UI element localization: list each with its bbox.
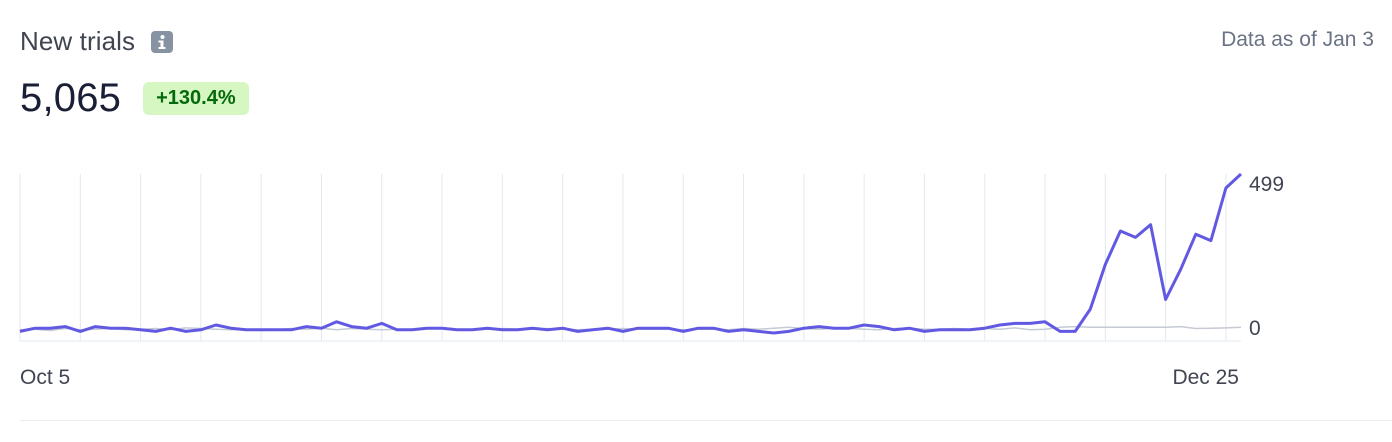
info-glyph: [158, 34, 166, 49]
series-current-line: [19, 172, 1243, 335]
y-tick-max: 499: [1249, 173, 1284, 196]
metric-value-row: 5,065 +130.4%: [20, 76, 249, 121]
change-badge: +130.4%: [143, 82, 249, 115]
metric-header: New trials: [20, 26, 174, 57]
divider: [20, 420, 1392, 421]
y-tick-min: 0: [1249, 317, 1261, 340]
chart-title: New trials: [20, 26, 136, 56]
line-chart: 499 0 Oct 5 Dec 25: [19, 172, 1284, 389]
metric-value: 5,065: [20, 76, 122, 120]
x-tick-start: Oct 5: [20, 366, 70, 389]
info-icon[interactable]: [151, 30, 174, 53]
data-as-of: Data as of Jan 3: [1221, 28, 1374, 51]
x-tick-end: Dec 25: [1172, 366, 1239, 389]
vertical-grid: [19, 174, 1227, 341]
